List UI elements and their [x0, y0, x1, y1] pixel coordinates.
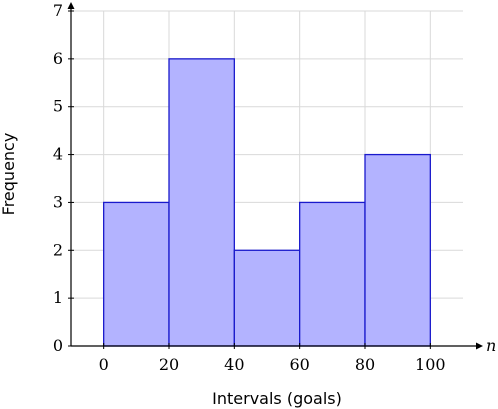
y-tick-label: 3	[53, 192, 63, 211]
x-tick-label: 40	[224, 355, 244, 374]
y-axis-arrow-icon	[67, 2, 75, 9]
y-tick-label: 1	[53, 288, 63, 307]
histogram-bar	[299, 201, 366, 347]
x-tick-label: 0	[99, 355, 109, 374]
histogram-bar	[168, 58, 235, 347]
histogram-bar	[103, 201, 170, 347]
x-ticks: 0 20 40 60 80 100	[99, 343, 446, 374]
histogram-bar	[364, 153, 431, 347]
bars	[103, 58, 431, 347]
histogram-bar	[233, 249, 301, 347]
x-tick-label: 100	[415, 355, 446, 374]
y-tick-label: 6	[53, 49, 63, 68]
x-axis-variable: n	[486, 336, 496, 355]
y-axis-title: Frequency	[0, 133, 18, 216]
y-tick-label: 0	[53, 336, 63, 355]
y-tick-label: 5	[53, 97, 63, 116]
x-axis-title: Intervals (goals)	[212, 389, 342, 408]
axes	[67, 2, 483, 350]
x-axis-arrow-icon	[476, 342, 483, 350]
x-tick-label: 60	[289, 355, 309, 374]
x-tick-label: 80	[355, 355, 375, 374]
y-tick-label: 4	[53, 145, 63, 164]
x-tick-label: 20	[159, 355, 179, 374]
y-ticks: 0 1 2 3 4 5 6 7	[53, 1, 74, 355]
y-tick-label: 2	[53, 240, 63, 259]
y-tick-label: 7	[53, 1, 63, 20]
